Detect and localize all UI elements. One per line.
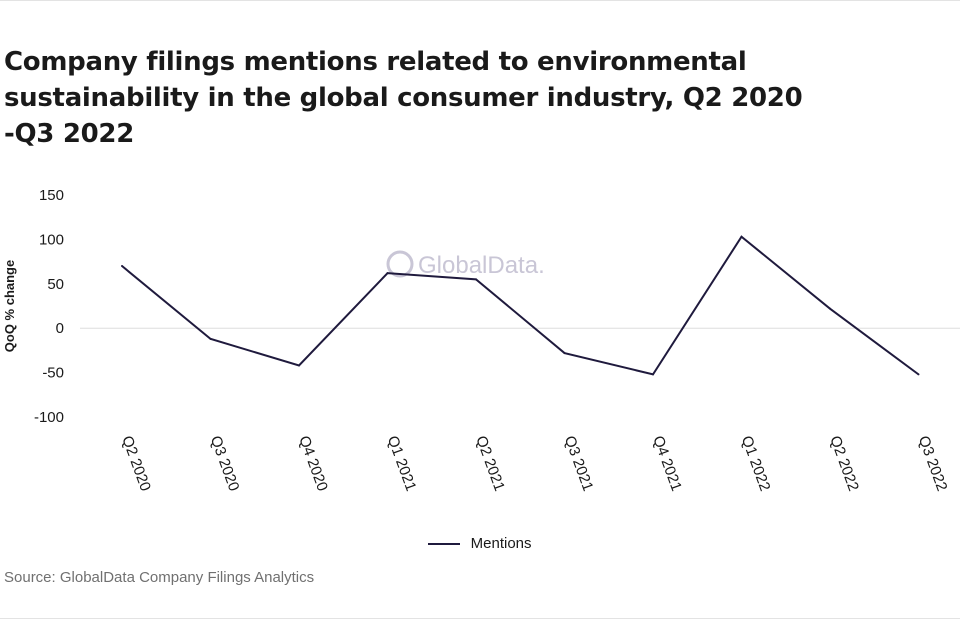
- x-tick-label: Q3 2020: [207, 434, 243, 494]
- x-tick-label: Q1 2022: [738, 434, 774, 494]
- data-point: [386, 272, 389, 275]
- x-tick-label: Q4 2021: [649, 434, 685, 494]
- data-point: [652, 373, 654, 376]
- data-point: [298, 364, 300, 367]
- line-chart: GlobalData. 150 100 50 0 -50 -100 Q2 2020 Q3 2…: [2, 187, 960, 494]
- data-point: [209, 337, 212, 340]
- y-tick-label: -50: [42, 365, 64, 382]
- x-tick-label: Q2 2022: [826, 434, 862, 494]
- legend-line-swatch: [428, 543, 461, 546]
- y-tick-label: -100: [34, 409, 64, 426]
- data-point: [740, 235, 743, 238]
- data-point: [829, 307, 831, 310]
- y-tick-label: 50: [47, 276, 64, 293]
- legend: Mentions: [0, 535, 960, 552]
- y-tick-label: 150: [39, 187, 64, 204]
- x-tick-label: Q3 2021: [561, 434, 597, 494]
- x-tick-label: Q3 2022: [915, 434, 951, 494]
- legend-label-mentions: Mentions: [470, 535, 532, 552]
- data-point: [121, 265, 123, 268]
- y-tick-label: 0: [56, 320, 64, 337]
- x-tick-label: Q2 2021: [472, 434, 508, 494]
- watermark-logo-icon: [386, 250, 414, 278]
- globaldata-watermark: GlobalData.: [386, 250, 545, 279]
- data-point: [563, 352, 566, 355]
- watermark-text: GlobalData.: [418, 252, 545, 279]
- y-axis-label: QoQ % change: [2, 260, 17, 352]
- bottom-divider: [0, 618, 960, 619]
- series-line-mentions: [121, 235, 920, 376]
- data-point: [475, 278, 477, 281]
- x-tick-label: Q1 2021: [384, 434, 420, 494]
- chart-title: Company filings mentions related to envi…: [4, 47, 803, 149]
- x-tick-label: Q2 2020: [118, 434, 154, 494]
- source-note: Source: GlobalData Company Filings Analy…: [4, 569, 315, 586]
- x-tick-label: Q4 2020: [295, 434, 331, 494]
- data-point: [917, 373, 920, 376]
- top-divider: [0, 0, 960, 1]
- y-tick-label: 100: [39, 231, 64, 248]
